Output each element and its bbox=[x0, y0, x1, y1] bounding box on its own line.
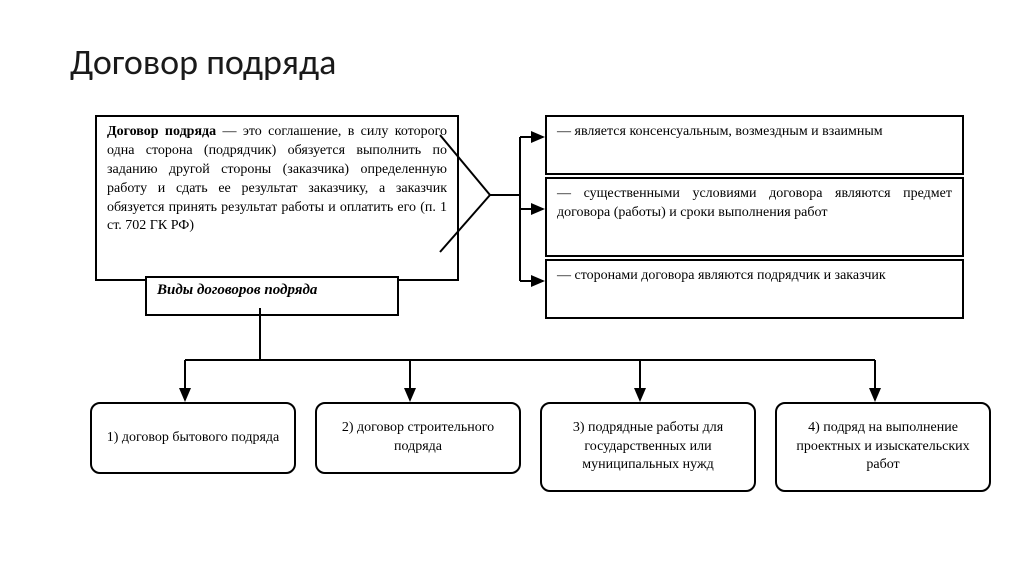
type-box: 4) подряд на выполнение проектных и изыс… bbox=[775, 402, 991, 492]
definition-lead: Договор подряда bbox=[107, 124, 216, 139]
type-box: 3) подрядные работы для государственных … bbox=[540, 402, 756, 492]
characteristic-box: — сторонами договора являются подрядчик … bbox=[545, 259, 964, 319]
definition-box: Договор подряда — это соглашение, в силу… bbox=[95, 115, 459, 281]
type-box: 2) договор строительного подряда bbox=[315, 402, 521, 474]
types-sublabel: Виды договоров подряда bbox=[145, 276, 399, 316]
characteristic-box: — является консенсуальным, возмездным и … bbox=[545, 115, 964, 175]
page-title: Договор подряда bbox=[70, 40, 336, 84]
type-box: 1) договор бытового подряда bbox=[90, 402, 296, 474]
characteristic-box: — существенными условиями договора являю… bbox=[545, 177, 964, 257]
definition-text: — это соглашение, в силу которого одна с… bbox=[107, 124, 447, 233]
